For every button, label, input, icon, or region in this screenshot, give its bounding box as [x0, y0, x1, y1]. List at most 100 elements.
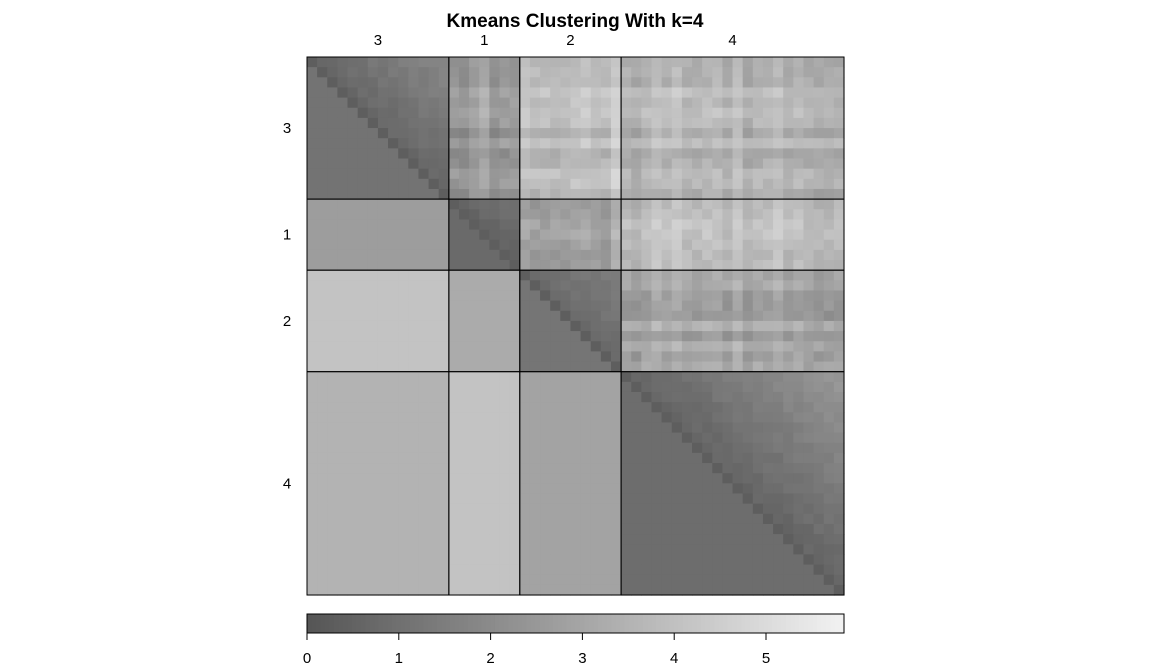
heatmap-cell	[448, 574, 460, 586]
heatmap-cell	[570, 412, 582, 424]
heatmap-cell	[418, 523, 430, 535]
colorbar-swatch	[387, 614, 393, 633]
heatmap-cell	[590, 544, 602, 555]
heatmap-cell	[600, 57, 612, 68]
heatmap-cell	[651, 513, 663, 525]
heatmap-cell	[712, 442, 724, 454]
heatmap-cell	[651, 381, 663, 393]
heatmap-cell	[540, 402, 551, 413]
heatmap-cell	[388, 229, 399, 241]
heatmap-cell	[813, 473, 825, 484]
heatmap-cell	[752, 554, 764, 566]
heatmap-cell	[367, 422, 379, 434]
heatmap-cell	[580, 412, 592, 424]
heatmap-cell	[702, 138, 713, 149]
heatmap-cell	[337, 523, 349, 535]
heatmap-cell	[732, 97, 744, 109]
heatmap-cell	[367, 574, 379, 586]
heatmap-cell	[509, 219, 521, 231]
heatmap-cell	[337, 260, 349, 271]
heatmap-cell	[357, 310, 369, 322]
heatmap-cell	[428, 320, 440, 332]
heatmap-cell	[722, 280, 734, 292]
colorbar-swatch	[329, 614, 335, 633]
heatmap-cell	[610, 432, 622, 444]
heatmap-cell	[357, 574, 369, 586]
heatmap-cell	[479, 229, 490, 241]
heatmap-cell	[499, 300, 511, 312]
heatmap-cell	[489, 188, 501, 200]
colorbar-swatch	[356, 614, 362, 633]
heatmap-cell	[813, 128, 825, 139]
heatmap-cell	[631, 249, 642, 261]
heatmap-cell	[489, 331, 501, 342]
heatmap-cell	[327, 199, 338, 210]
heatmap-cell	[692, 260, 703, 271]
heatmap-cell	[803, 442, 815, 454]
heatmap-cell	[388, 554, 399, 566]
heatmap-cell	[773, 442, 784, 454]
heatmap-cell	[661, 219, 673, 231]
heatmap-cell	[337, 107, 349, 119]
heatmap-cell	[783, 584, 794, 596]
heatmap-cell	[317, 67, 328, 78]
heatmap-cell	[793, 432, 805, 444]
heatmap-cell	[438, 249, 450, 261]
heatmap-cell	[813, 442, 825, 454]
heatmap-cell	[347, 452, 359, 464]
heatmap-cell	[610, 341, 622, 352]
heatmap-cell	[803, 341, 815, 352]
heatmap-cell	[833, 239, 845, 251]
heatmap-cell	[742, 331, 754, 342]
heatmap-cell	[560, 320, 572, 332]
colorbar-tick-label: 5	[762, 650, 770, 667]
heatmap-cell	[681, 138, 693, 149]
heatmap-cell	[388, 331, 399, 342]
heatmap-cell	[377, 523, 389, 535]
heatmap-cell	[712, 351, 724, 363]
heatmap-cell	[671, 209, 683, 221]
heatmap-cell	[671, 148, 683, 160]
heatmap-cell	[661, 554, 673, 566]
heatmap-cell	[540, 168, 551, 180]
heatmap-cell	[317, 412, 328, 424]
heatmap-cell	[337, 229, 349, 241]
heatmap-cell	[621, 168, 632, 180]
heatmap-cell	[610, 574, 622, 586]
heatmap-cell	[540, 199, 551, 210]
heatmap-cell	[641, 128, 653, 139]
heatmap-cell	[307, 219, 318, 231]
heatmap-cell	[469, 260, 480, 271]
heatmap-cell	[337, 168, 349, 180]
heatmap-cell	[641, 300, 653, 312]
heatmap-cell	[347, 544, 359, 555]
heatmap-cell	[631, 432, 642, 444]
heatmap-cell	[317, 310, 328, 322]
heatmap-cell	[702, 452, 713, 464]
heatmap-cell	[448, 523, 460, 535]
heatmap-cell	[641, 544, 653, 555]
heatmap-cell	[793, 300, 805, 312]
heatmap-cell	[327, 564, 338, 576]
heatmap-cell	[377, 361, 389, 373]
heatmap-cell	[833, 564, 845, 576]
heatmap-cell	[307, 452, 318, 464]
colorbar-swatch	[830, 614, 836, 633]
heatmap-cell	[327, 574, 338, 586]
heatmap-cell	[479, 544, 490, 555]
heatmap-cell	[388, 188, 399, 200]
heatmap-cell	[458, 260, 470, 271]
heatmap-cell	[702, 67, 713, 78]
heatmap-cell	[307, 473, 318, 484]
heatmap-cell	[661, 463, 673, 474]
heatmap-cell	[317, 168, 328, 180]
heatmap-cell	[580, 209, 592, 221]
heatmap-cell	[580, 442, 592, 454]
heatmap-cell	[641, 67, 653, 78]
heatmap-cell	[570, 77, 582, 89]
heatmap-cell	[347, 463, 359, 474]
heatmap-cell	[621, 270, 632, 281]
heatmap-cell	[631, 300, 642, 312]
colorbar-swatch	[647, 614, 653, 633]
heatmap-cell	[479, 57, 490, 68]
